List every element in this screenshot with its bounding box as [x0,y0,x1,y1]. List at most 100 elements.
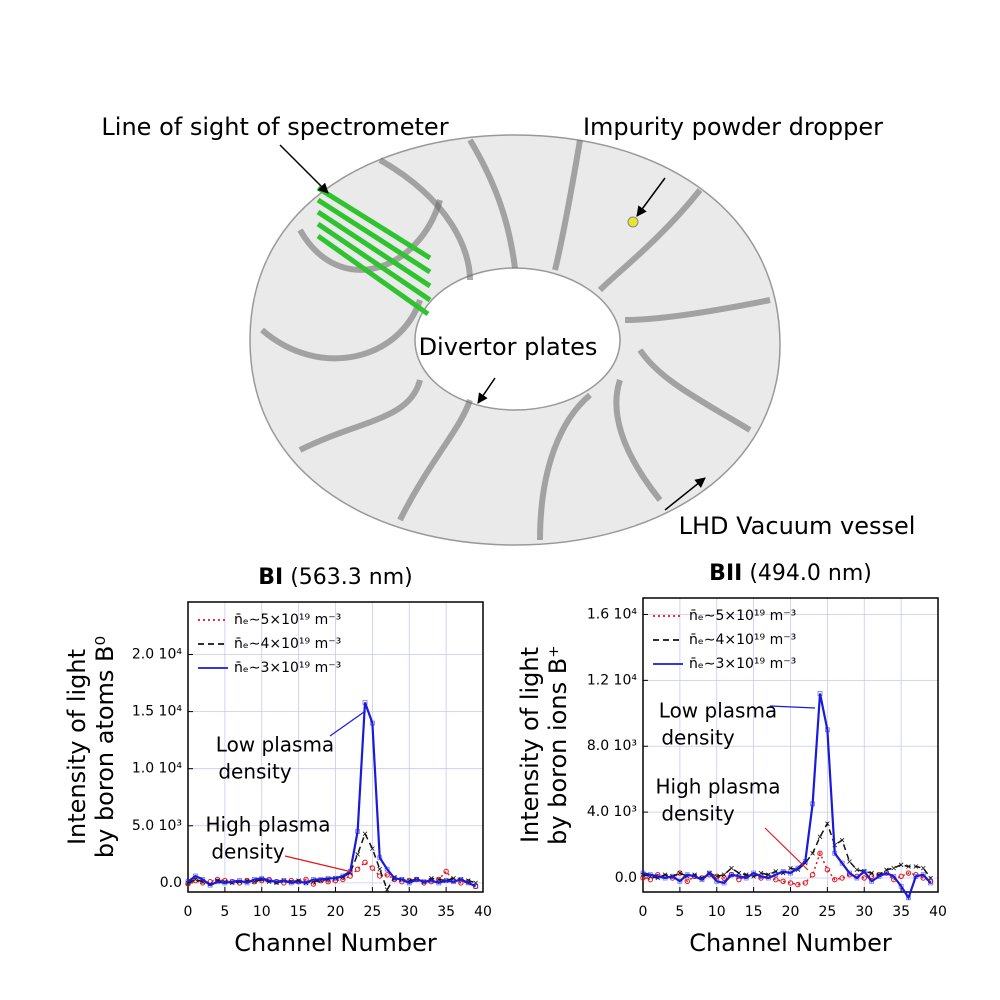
marker [392,875,397,881]
plot-frame [187,601,484,893]
marker [215,879,220,885]
marker [721,875,727,881]
x-tick-label: 30 [855,904,873,920]
x-axis-label: Channel Number [689,929,892,957]
x-tick-label: 0 [639,904,648,920]
legend-label: n̄ₑ∼5×10¹⁹ m⁻³ [689,608,796,624]
marker [832,850,838,856]
x-tick-label: 25 [818,904,836,920]
marker [340,873,346,879]
marker [729,865,734,871]
annotation: density [218,760,291,784]
annotation-arrow [329,711,365,737]
y-axis-label: by boron ions B⁺ [544,645,572,845]
x-tick-label: 5 [220,904,229,920]
marker [773,872,779,878]
marker [868,873,875,880]
marker [244,880,250,886]
marker [684,878,690,884]
marker [736,873,742,879]
marker [414,877,420,882]
marker [869,870,874,876]
marker [281,878,287,883]
marker [913,873,919,879]
marker [325,875,331,881]
marker [662,875,668,881]
marker [780,878,786,884]
diagram-label: LHD Vacuum vessel [679,512,916,540]
marker [303,880,309,886]
y-axis-label: Intensity of light [63,649,91,845]
marker [854,875,860,881]
vessel-illustration: Line of sight of spectrometer Impurity p… [101,113,916,546]
marker [824,867,831,873]
annotation: Low plasma [216,733,334,757]
marker [384,872,390,878]
marker [825,821,830,826]
marker [677,870,683,876]
marker [883,870,889,876]
marker [854,867,860,873]
chart: BI (563.3 nm) 0 5 10 15 20 25 30 35 40 0.0 5.0 10³ 1… [63,565,492,957]
y-tick-label: 1.6 10⁴ [587,606,638,622]
marker [362,859,368,866]
title-bold: BII [709,561,742,586]
marker [436,880,442,886]
marker [898,883,904,889]
x-tick-label: 20 [327,904,345,920]
x-tick-label: 40 [929,904,947,920]
marker [721,872,727,877]
marker [266,878,272,883]
diagram-label: Line of sight of spectrometer [101,113,448,141]
marker [451,879,456,885]
marker [370,846,375,851]
marker [640,870,646,876]
annotation: Low plasma [659,699,777,723]
marker [458,880,464,886]
marker [251,877,257,882]
title-bold: BI [258,565,283,590]
marker [692,873,698,879]
marker [906,895,911,901]
marker [640,875,646,881]
marker [222,880,228,886]
marker [920,865,926,871]
annotation-arrow [284,855,353,873]
marker [655,873,661,879]
marker [399,877,405,882]
x-axis-label: Channel Number [234,929,437,957]
marker [861,875,867,881]
marker [795,881,801,888]
annotation-arrow [764,827,809,871]
y-tick-label: 5.0 10³ [132,818,182,834]
series-line [187,702,477,888]
y-tick-label: 0.0 [160,875,182,891]
marker [906,864,911,869]
x-tick-label: 10 [708,904,726,920]
marker [354,866,361,872]
marker [817,850,823,856]
y-tick-label: 0.0 [615,870,637,886]
series-line [642,821,932,879]
marker [721,880,727,886]
marker [207,882,213,888]
marker [891,873,897,879]
y-tick-label: 4.0 10³ [587,804,637,820]
marker [743,875,749,881]
x-tick-label: 10 [253,904,271,920]
annotation: density [661,802,734,826]
marker [861,869,867,874]
marker [905,870,912,876]
legend-label: n̄ₑ∼5×10¹⁹ m⁻³ [234,612,341,628]
y-tick-label: 1.0 10⁴ [132,761,183,777]
marker [274,879,279,885]
y-tick-label: 1.5 10⁴ [132,704,183,720]
title-text: (494.0 nm) [749,561,872,586]
marker [839,860,845,866]
marker [817,834,823,840]
marker [237,878,243,883]
marker [898,862,904,868]
marker [677,870,683,876]
x-tick-label: 20 [782,904,800,920]
legend-label: n̄ₑ∼3×10¹⁹ m⁻³ [234,660,341,676]
